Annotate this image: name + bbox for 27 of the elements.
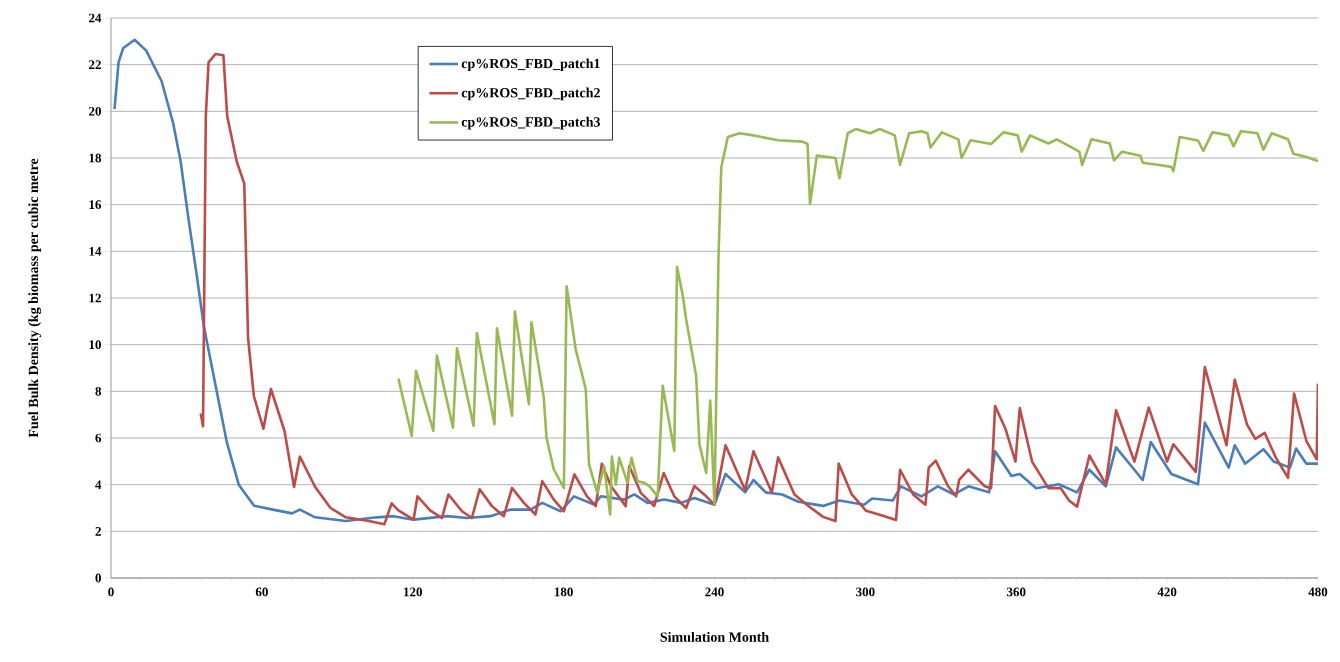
x-tick-label: 240 bbox=[705, 587, 724, 597]
y-tick-label: 18 bbox=[89, 153, 102, 163]
legend-label: cp%ROS_FBD_patch2 bbox=[461, 87, 600, 101]
y-axis-title: Fuel Bulk Density (kg biomass per cubic metre bbox=[28, 158, 42, 438]
y-tick-label: 2 bbox=[95, 527, 101, 536]
x-axis-title: Simulation Month bbox=[660, 631, 769, 642]
y-tick-label: 12 bbox=[89, 293, 101, 303]
y-tick-label: 10 bbox=[89, 340, 101, 350]
y-tick-label: 6 bbox=[95, 433, 102, 443]
y-tick-label: 16 bbox=[89, 200, 102, 210]
x-tick-label: 300 bbox=[856, 587, 875, 597]
legend-label: cp%ROS_FBD_patch1 bbox=[461, 58, 600, 72]
y-tick-label: 8 bbox=[95, 386, 102, 396]
y-tick-label: 14 bbox=[89, 247, 102, 256]
x-tick-label: 360 bbox=[1006, 587, 1026, 597]
y-tick-label: 20 bbox=[89, 106, 101, 116]
x-tick-label: 0 bbox=[108, 587, 114, 597]
y-tick-label: 22 bbox=[89, 60, 101, 69]
x-tick-label: 420 bbox=[1157, 587, 1177, 597]
legend-label: cp%ROS_FBD_patch3 bbox=[461, 116, 601, 130]
y-tick-label: 4 bbox=[95, 480, 102, 489]
x-tick-label: 180 bbox=[554, 587, 573, 597]
y-tick-label: 24 bbox=[89, 13, 102, 23]
x-tick-label: 480 bbox=[1308, 587, 1328, 597]
x-tick-label: 120 bbox=[404, 587, 422, 597]
y-tick-label: 0 bbox=[95, 573, 101, 583]
x-tick-label: 60 bbox=[255, 587, 268, 597]
